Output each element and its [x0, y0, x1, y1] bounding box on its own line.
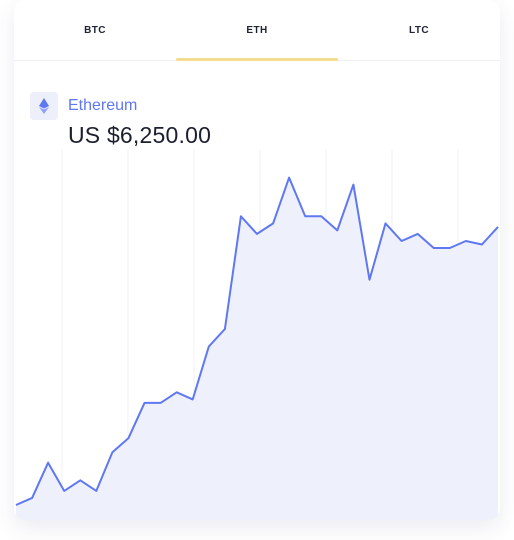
- currency-tabs: BTC ETH LTC: [14, 0, 500, 61]
- tab-eth[interactable]: ETH: [176, 0, 338, 61]
- tab-btc[interactable]: BTC: [84, 24, 106, 36]
- asset-price: US $6,250.00: [68, 122, 212, 148]
- price-chart: [15, 150, 499, 520]
- ethereum-icon: [30, 92, 58, 120]
- price-area: [16, 177, 498, 520]
- price-line: [15, 176, 499, 506]
- asset-header: Ethereum: [30, 92, 137, 120]
- price-chart-card: BTC ETH LTC Ethereum US $6,250.00: [14, 0, 500, 520]
- tab-ltc[interactable]: LTC: [409, 24, 429, 36]
- asset-name: Ethereum: [68, 97, 138, 114]
